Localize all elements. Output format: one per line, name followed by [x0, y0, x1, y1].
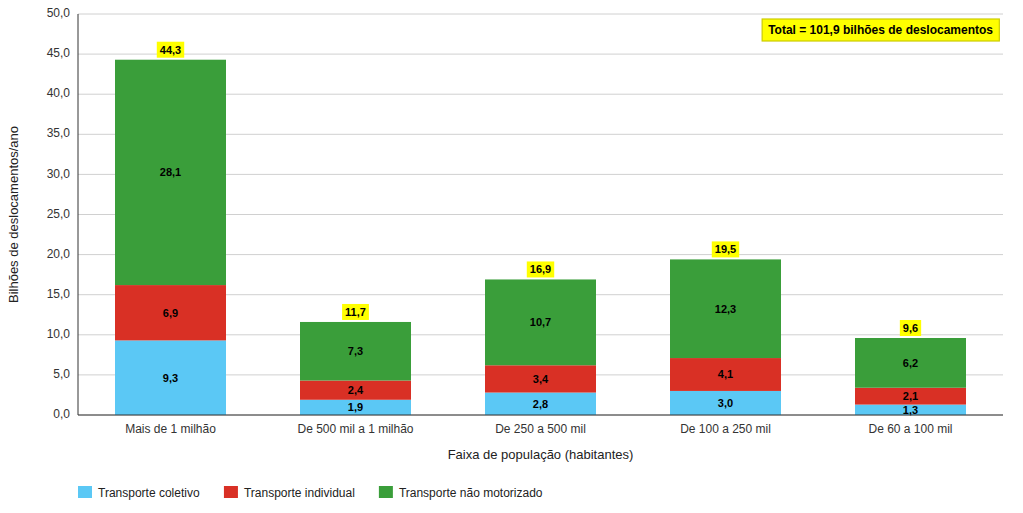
data-label: 10,7 — [530, 316, 551, 328]
bar-segment — [300, 400, 411, 415]
y-tick-label: 40,0 — [47, 86, 71, 100]
total-label-group: 19,5 — [712, 241, 739, 257]
x-axis-title: Faixa de população (habitantes) — [448, 447, 634, 462]
total-label-box — [342, 304, 369, 320]
total-label-box — [900, 320, 921, 336]
grid-line — [78, 54, 1003, 55]
x-axis-line — [78, 415, 1003, 416]
bar-segment — [115, 340, 226, 415]
y-tick-label: 10,0 — [47, 327, 71, 341]
annotation-box — [762, 19, 999, 41]
y-axis: 0,0 5,0 10,0 15,0 20,0 25,0 30,0 35,0 40,0 45,0 50… — [47, 6, 71, 421]
total-label: 19,5 — [715, 243, 736, 255]
y-tick-label: 15,0 — [47, 287, 71, 301]
legend-label: Transporte coletivo — [98, 486, 200, 500]
total-label: 9,6 — [903, 322, 918, 334]
bar-segment — [300, 322, 411, 381]
y-axis-line — [78, 14, 79, 415]
x-tick-label: De 60 a 100 mil — [868, 422, 952, 436]
total-labels: 44,3 11,7 16,9 19,5 9,6 — [157, 42, 921, 336]
legend-swatch — [224, 486, 238, 498]
bar-segment — [485, 365, 596, 392]
total-label: 11,7 — [345, 306, 366, 318]
grid-line — [78, 14, 1003, 15]
x-tick-label: De 250 a 500 mil — [495, 422, 586, 436]
bar-segment — [670, 391, 781, 415]
total-label-box — [157, 42, 184, 58]
data-label: 2,4 — [348, 384, 364, 396]
x-tick-label: De 100 a 250 mil — [680, 422, 771, 436]
chart: 0,0 5,0 10,0 15,0 20,0 25,0 30,0 35,0 40,0 45,0 50… — [0, 0, 1023, 513]
data-labels: 9,3 1,9 2,8 3,0 1,3 6,9 2,4 3,4 4,1 2,1 28,1 7,3 10,… — [160, 166, 918, 415]
data-label: 2,8 — [533, 398, 548, 410]
total-label-group: 16,9 — [527, 261, 554, 277]
data-label: 1,3 — [903, 404, 918, 416]
y-tick-label: 50,0 — [47, 6, 71, 20]
legend-label: Transporte não motorizado — [399, 486, 543, 500]
legend-swatch — [78, 486, 92, 498]
data-label: 3,0 — [718, 397, 733, 409]
bar-segment — [115, 60, 226, 285]
data-label: 9,3 — [163, 372, 178, 384]
legend-label: Transporte individual — [244, 486, 355, 500]
bar-segment — [855, 338, 966, 388]
annotation: Total = 101,9 bilhões de deslocamentos — [768, 23, 993, 37]
y-tick-label: 25,0 — [47, 207, 71, 221]
annotation-group: Total = 101,9 bilhões de deslocamentos — [762, 19, 999, 41]
bars — [115, 60, 966, 415]
bar-segment — [300, 381, 411, 400]
total-label: 16,9 — [530, 263, 551, 275]
total-label-group: 11,7 — [342, 304, 369, 320]
bar-segment — [115, 285, 226, 340]
bar-segment — [855, 405, 966, 415]
data-label: 6,9 — [163, 307, 178, 319]
y-tick-label: 0,0 — [53, 407, 70, 421]
data-label: 4,1 — [718, 368, 733, 380]
data-label: 6,2 — [903, 357, 918, 369]
grid — [78, 14, 1003, 415]
data-label: 12,3 — [715, 303, 736, 315]
x-tick-label: De 500 mil a 1 milhão — [297, 422, 413, 436]
bar-segment — [485, 393, 596, 415]
y-axis-title: Bilhões de deslocamentos/ano — [6, 126, 21, 303]
total-label-box — [712, 241, 739, 257]
bar-segment — [670, 259, 781, 358]
y-tick-label: 45,0 — [47, 46, 71, 60]
x-tick-label: Mais de 1 milhão — [125, 422, 216, 436]
bar-segment — [855, 388, 966, 405]
y-tick-label: 35,0 — [47, 126, 71, 140]
data-label: 7,3 — [348, 345, 363, 357]
x-axis: Mais de 1 milhão De 500 mil a 1 milhão De … — [125, 422, 952, 436]
total-label-group: 44,3 — [157, 42, 184, 58]
y-tick-label: 30,0 — [47, 167, 71, 181]
bar-segment — [485, 279, 596, 365]
data-label: 2,1 — [903, 390, 918, 402]
legend: Transporte coletivo Transporte individual… — [78, 486, 543, 500]
total-label-group: 9,6 — [900, 320, 921, 336]
data-label: 28,1 — [160, 166, 181, 178]
grid-line — [78, 415, 1003, 416]
bar-segment — [670, 358, 781, 391]
y-tick-label: 20,0 — [47, 247, 71, 261]
total-label: 44,3 — [160, 44, 181, 56]
y-tick-label: 5,0 — [53, 367, 70, 381]
legend-swatch — [379, 486, 393, 498]
total-label-box — [527, 261, 554, 277]
data-label: 3,4 — [533, 373, 549, 385]
data-label: 1,9 — [348, 401, 363, 413]
